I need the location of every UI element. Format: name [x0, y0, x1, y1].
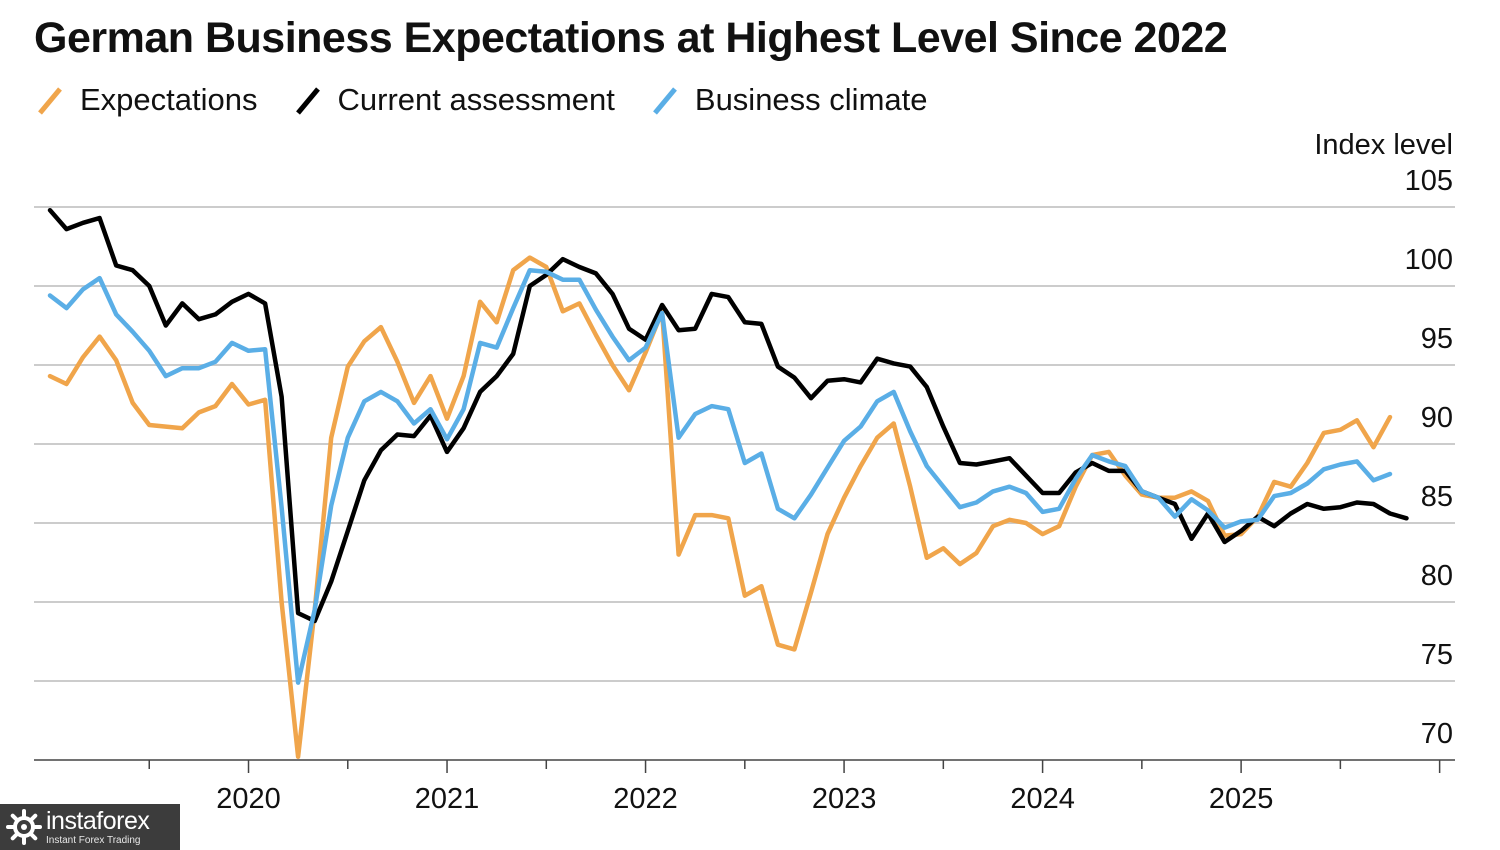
y-tick-label-75: 75 — [1421, 639, 1453, 671]
x-tick-label-2025: 2025 — [1209, 783, 1274, 815]
series-line-business-climate — [47, 267, 1393, 685]
legend-label-current-assessment: Current assessment — [337, 82, 615, 117]
y-tick-label-100: 100 — [1405, 244, 1453, 276]
x-tick-label-2020: 2020 — [216, 783, 281, 815]
x-axis: 2020 2021 2022 2023 2024 2025 — [34, 759, 1455, 815]
watermark-brand: instaforex — [46, 806, 150, 835]
y-tick-label-95: 95 — [1421, 323, 1453, 355]
gridlines — [34, 206, 1455, 682]
chart-title: German Business Expectations at Highest … — [34, 14, 1228, 62]
x-tick-label-2023: 2023 — [812, 783, 877, 815]
y-axis-title: Index level — [1314, 129, 1453, 161]
instaforex-logo-icon — [6, 809, 42, 845]
legend-label-business-climate: Business climate — [694, 82, 928, 117]
y-tick-label-70: 70 — [1421, 718, 1453, 750]
legend-item-current-assessment[interactable]: Current assessment — [294, 82, 615, 118]
legend-item-expectations[interactable]: Expectations — [36, 82, 258, 118]
watermark-tagline: Instant Forex Trading — [46, 834, 141, 846]
x-tick-label-2024: 2024 — [1010, 783, 1075, 815]
y-tick-label-80: 80 — [1421, 560, 1453, 592]
y-axis: Index level 70 75 80 85 90 95 100 105 — [1314, 129, 1453, 750]
legend-item-business-climate[interactable]: Business climate — [651, 82, 928, 118]
x-tick-label-2022: 2022 — [613, 783, 678, 815]
legend: Expectations Current assessment Business… — [36, 82, 963, 118]
x-tick-label-2021: 2021 — [415, 783, 480, 815]
legend-swatch-expectations — [38, 87, 62, 115]
watermark-instaforex: instaforex Instant Forex Trading — [0, 804, 180, 850]
y-tick-label-85: 85 — [1421, 481, 1453, 513]
series-line-expectations — [47, 255, 1393, 760]
y-tick-label-90: 90 — [1421, 402, 1453, 434]
y-tick-label-105: 105 — [1405, 165, 1453, 197]
legend-swatch-current-assessment — [295, 87, 320, 115]
legend-label-expectations: Expectations — [80, 82, 258, 117]
series-line-current-assessment — [47, 207, 1409, 624]
series-lines — [47, 207, 1409, 760]
legend-swatch-business-climate — [652, 87, 677, 115]
